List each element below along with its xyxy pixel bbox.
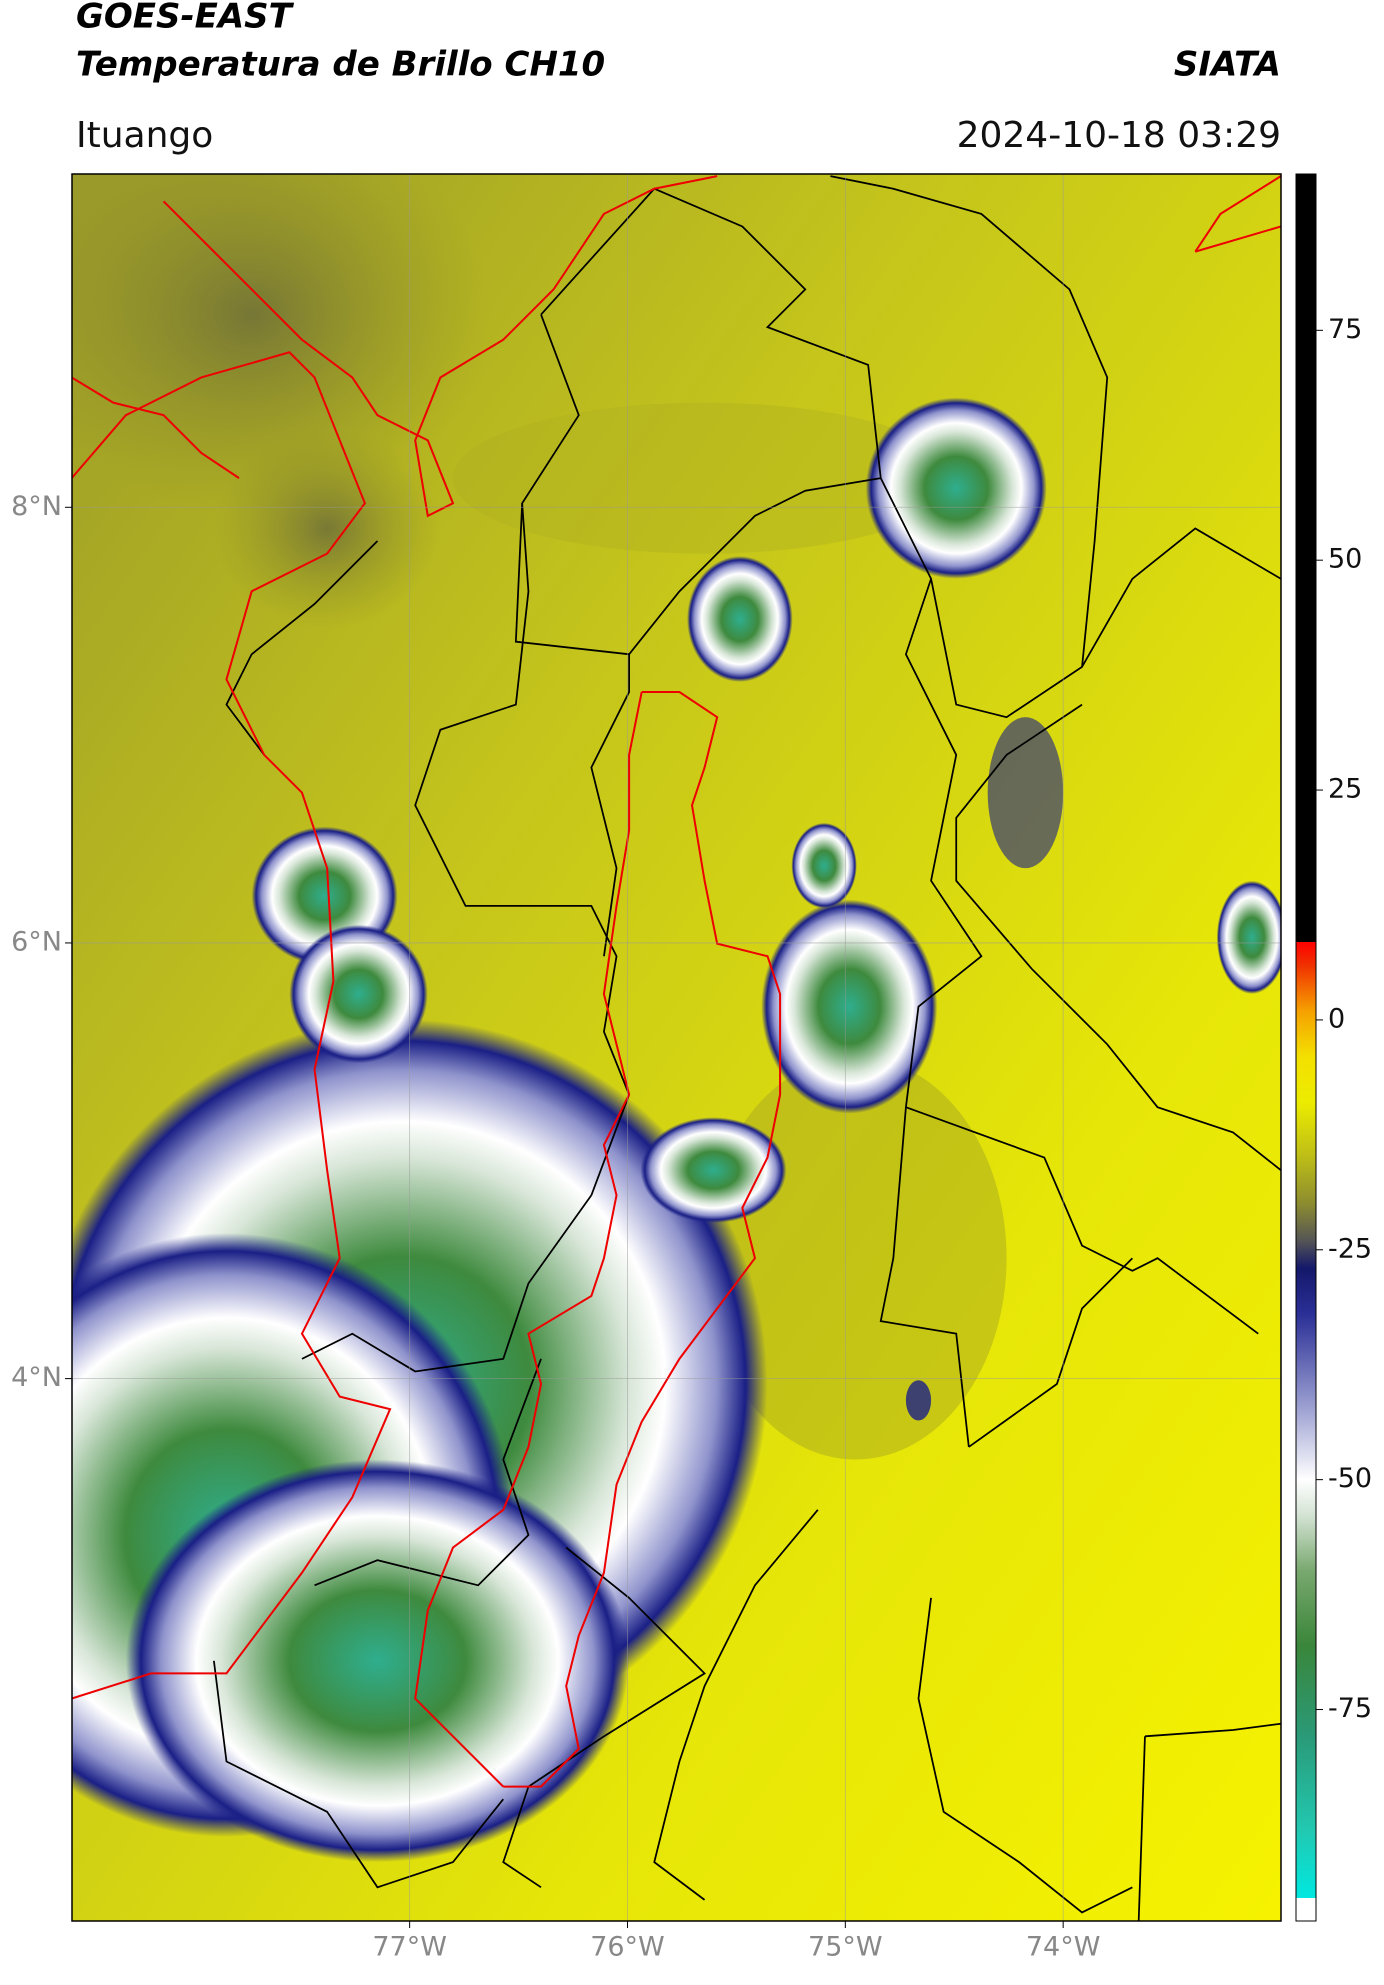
colorbar-tick-label: 75 <box>1328 314 1362 345</box>
colorbar-tick-label: 0 <box>1328 1003 1345 1034</box>
map-frame <box>71 173 1282 1922</box>
source: SIATA <box>1174 45 1281 85</box>
colorbar-tick-label: -50 <box>1328 1463 1372 1494</box>
datetime: 2024-10-18 03:29 <box>957 115 1281 156</box>
y-tick-label: 8°N <box>11 491 62 522</box>
x-tick-label: 75°W <box>808 1932 883 1963</box>
grid <box>72 174 1281 1921</box>
colorbar-tick-label: 50 <box>1328 544 1362 575</box>
colorbar-tick-label: -75 <box>1328 1693 1372 1724</box>
x-tick-label: 74°W <box>1026 1932 1101 1963</box>
x-tick-label: 77°W <box>372 1932 447 1963</box>
header: GOES-EAST Temperatura de Brillo CH10 SIA… <box>76 0 1281 156</box>
subtitle: Temperatura de Brillo CH10 <box>76 45 605 85</box>
colorbar-tick-label: -25 <box>1328 1233 1372 1264</box>
map-image <box>72 174 1281 1921</box>
y-tick-label: 4°N <box>11 1362 62 1393</box>
region: Ituango <box>76 115 213 156</box>
colorbar-tick-label: 25 <box>1328 774 1362 805</box>
title: GOES-EAST <box>76 0 295 37</box>
y-tick-label: 6°N <box>11 926 62 957</box>
colorbar <box>1295 173 1317 1922</box>
x-tick-label: 76°W <box>590 1932 665 1963</box>
